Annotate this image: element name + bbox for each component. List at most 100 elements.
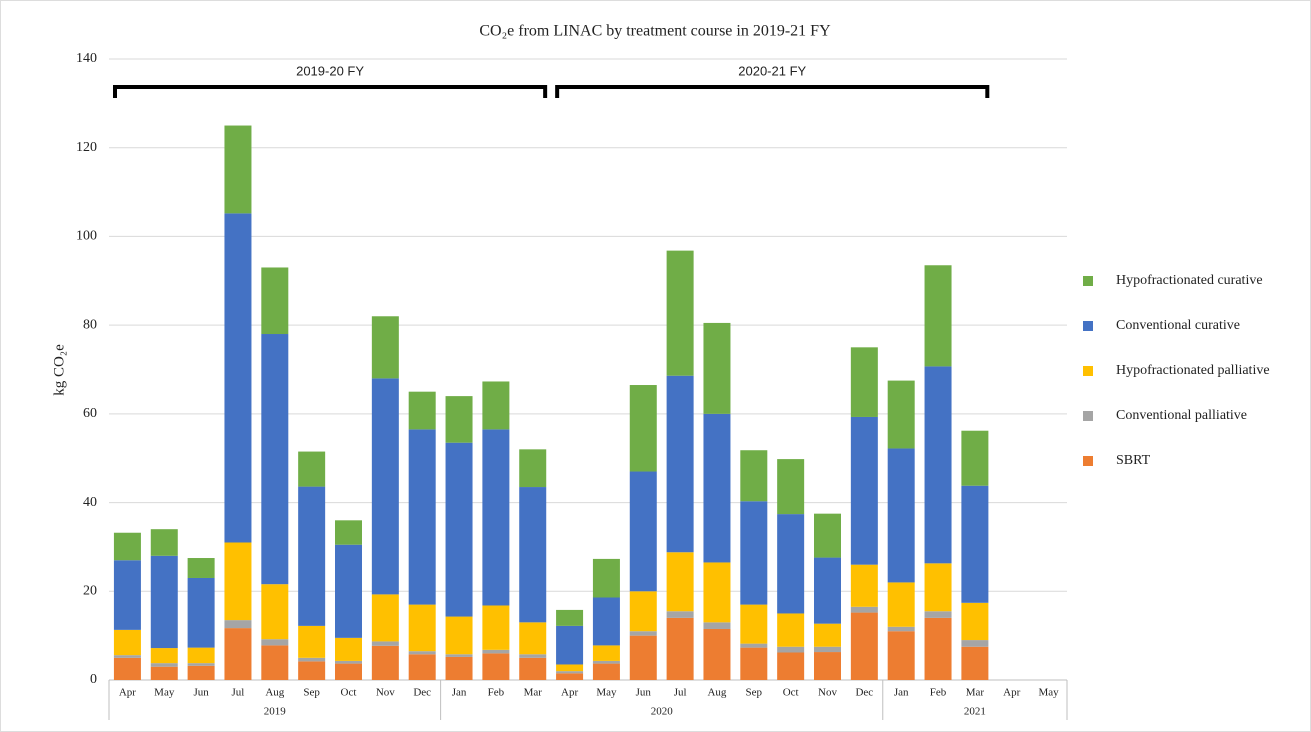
bar-segment [224,542,252,621]
bar-segment [519,487,547,623]
legend-swatch [1083,411,1093,421]
bar-segment [445,616,473,655]
bar-segment [224,628,252,680]
y-tick-label: 20 [83,584,97,599]
bar-segment [150,666,178,680]
bar-segment [814,557,841,624]
legend-label: SBRT [1116,453,1151,468]
bar-segment [113,629,141,656]
bar-segment [592,645,620,661]
bar-segment [150,555,178,649]
bar-segment [224,620,252,629]
x-tick-label: Jan [452,687,467,699]
bar-segment [887,631,915,680]
bar-segment [814,646,841,653]
y-tick-label: 80 [83,317,97,332]
bar-segment [777,514,805,614]
x-tick-label: Jun [636,687,652,699]
annotation: 2020-21 FY [738,63,806,78]
x-tick-label: Sep [303,687,320,699]
x-tick-label: Apr [1003,687,1020,699]
bar-segment [703,628,731,680]
x-tick-label: Apr [561,687,578,699]
bar-segment [666,611,694,618]
annotation: 2019-20 FY [296,63,364,78]
y-tick-label: 60 [83,406,97,421]
bar-segment [298,657,326,662]
bar-segment [924,611,952,618]
bar-segment [482,653,510,680]
x-tick-label: May [1038,687,1059,699]
bar-segment [814,623,841,647]
bar-segment [408,651,436,655]
bar-segment [629,471,657,592]
bar-segment [961,646,989,680]
bar-segment [113,657,141,680]
x-tick-label: Oct [341,687,357,699]
bar-segment [850,612,878,680]
bar-segment [482,381,510,430]
bar-segment [666,250,694,376]
bar-segment [408,654,436,680]
bar-segment [887,448,915,583]
bar-segment [482,429,510,606]
legend-label: Hypofractionated curative [1116,273,1263,288]
y-tick-label: 120 [76,140,97,155]
bar-segment [850,564,878,607]
legend-label: Conventional palliative [1116,408,1247,423]
bar-segment [592,663,620,680]
bar-segment [371,645,399,680]
bar-segment [703,622,731,629]
bar-segment [445,442,473,617]
bracket [555,85,990,98]
bar-segment [408,391,436,430]
bar-segment [371,316,399,379]
bar-segment [371,641,399,646]
year-label: 2019 [264,706,287,718]
bar-segment [666,375,694,553]
bar-segment [187,577,215,648]
bar-segment [519,449,547,488]
x-tick-label: Aug [265,687,284,699]
bar-segment [371,378,399,595]
x-tick-label: Mar [524,687,543,699]
legend-swatch [1083,366,1093,376]
bar-segment [740,450,768,502]
bar-segment [814,513,841,558]
bar-segment [113,532,141,561]
x-tick-label: Jan [894,687,909,699]
bar-segment [777,646,805,653]
x-tick-label: Jun [193,687,209,699]
bar-segment [887,626,915,632]
x-tick-label: Feb [488,687,505,699]
bar-segment [666,617,694,680]
bar-segment [592,558,620,598]
x-tick-label: May [154,687,175,699]
bar-segment [924,366,952,564]
x-tick-label: May [596,687,617,699]
bar-segment [298,451,326,487]
bar-segment [150,663,178,667]
bar-segment [261,584,289,640]
bar-segment [187,665,215,680]
x-tick-label: Feb [930,687,947,699]
bar-segment [150,648,178,664]
bar-segment [261,645,289,680]
bar-segment [961,430,989,486]
x-tick-label: Jul [674,687,687,699]
bar-segment [408,604,436,652]
year-label: 2021 [964,706,986,718]
bar-segment [113,560,141,630]
x-tick-label: Oct [783,687,799,699]
x-tick-label: Dec [413,687,431,699]
bar-segment [556,673,584,680]
x-tick-label: Mar [966,687,985,699]
bar-segment [814,652,841,680]
bar-segment [850,606,878,613]
y-tick-label: 0 [90,672,97,687]
bar-segment [556,671,584,674]
bar-segment [445,656,473,680]
bar-segment [335,660,362,664]
bar-segment [224,125,252,214]
